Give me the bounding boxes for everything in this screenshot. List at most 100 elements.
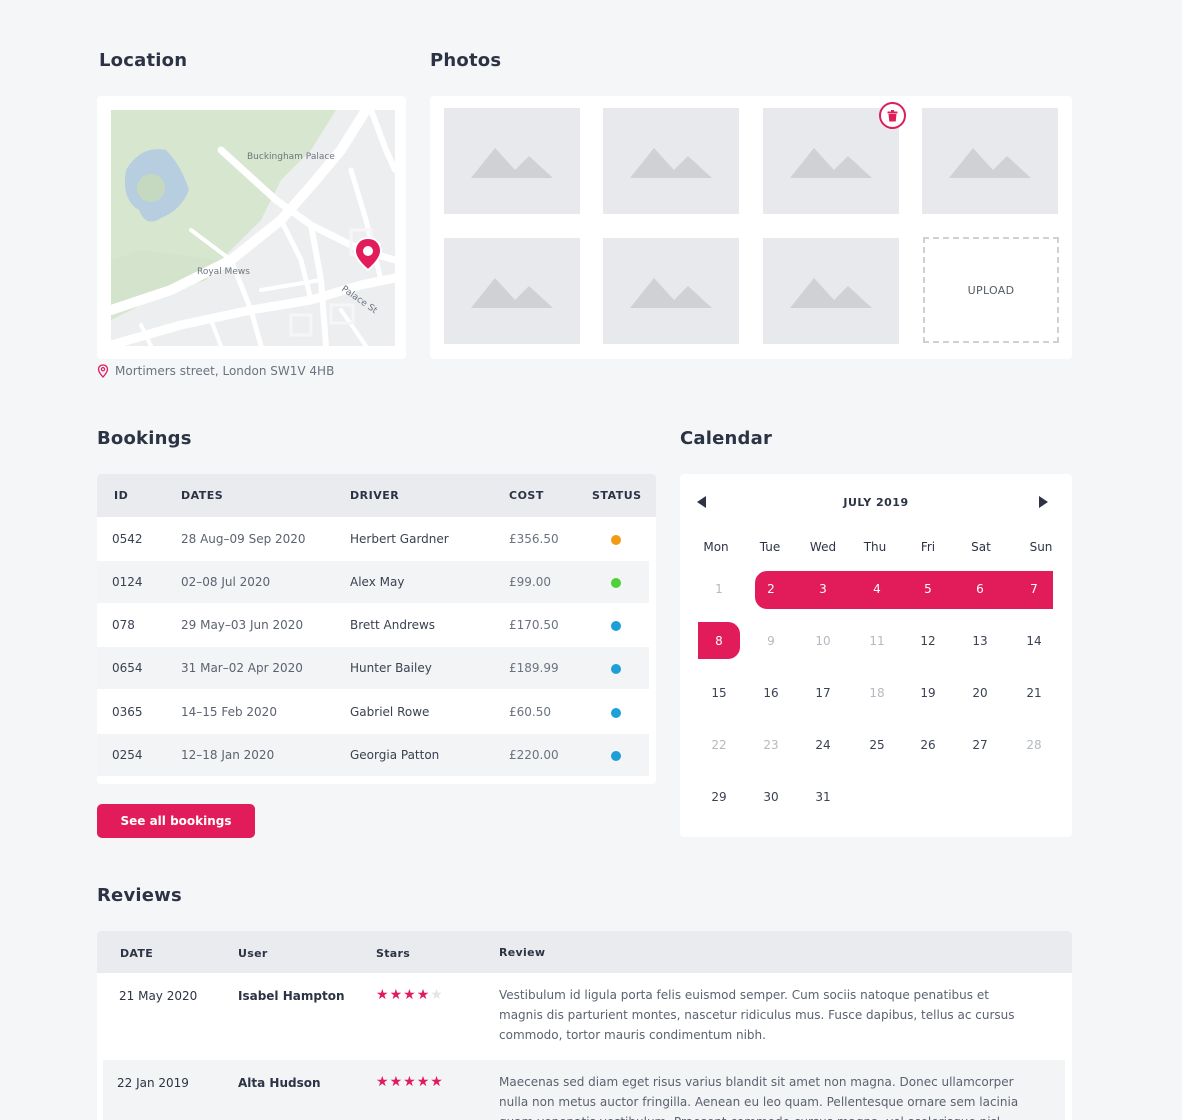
see-all-bookings-button[interactable]: See all bookings xyxy=(97,804,255,838)
col-status: STATUS xyxy=(592,489,642,502)
weekday-label: Tue xyxy=(759,540,781,554)
table-row[interactable]: 0124 02–08 Jul 2020 Alex May £99.00 xyxy=(97,561,649,603)
calendar-day[interactable]: 24 xyxy=(815,738,831,752)
calendar-day[interactable]: 10 xyxy=(815,634,831,648)
booking-dates: 12–18 Jan 2020 xyxy=(181,748,275,762)
status-dot xyxy=(611,578,621,588)
weekday-label: Thu xyxy=(863,540,887,554)
calendar-day[interactable]: 23 xyxy=(763,738,779,752)
calendar-day[interactable]: 27 xyxy=(972,738,988,752)
calendar-day[interactable]: 9 xyxy=(767,634,775,648)
star-empty-icon: ★ xyxy=(430,987,443,1003)
calendar-day[interactable]: 11 xyxy=(869,634,885,648)
status-dot xyxy=(611,708,621,718)
status-dot xyxy=(611,535,621,545)
calendar-day[interactable]: 12 xyxy=(920,634,936,648)
location-title: Location xyxy=(99,50,188,71)
calendar-day[interactable]: 4 xyxy=(873,582,881,596)
photo-thumbnail[interactable] xyxy=(603,238,739,344)
bookings-table-header: ID DATES DRIVER COST STATUS xyxy=(97,474,656,517)
calendar-day[interactable]: 7 xyxy=(1030,582,1038,596)
month-label: JULY 2019 xyxy=(843,496,909,509)
selected-range-end xyxy=(698,622,740,659)
photo-thumbnail[interactable] xyxy=(603,108,739,214)
booking-cost: £99.00 xyxy=(509,575,551,589)
calendar-day[interactable]: 19 xyxy=(920,686,936,700)
star-icon: ★ xyxy=(430,1074,443,1090)
booking-dates: 29 May–03 Jun 2020 xyxy=(181,618,304,632)
col-driver: DRIVER xyxy=(350,489,400,502)
calendar-day[interactable]: 17 xyxy=(815,686,831,700)
calendar-day[interactable]: 3 xyxy=(819,582,827,596)
calendar-day[interactable]: 15 xyxy=(711,686,727,700)
calendar-day[interactable]: 25 xyxy=(869,738,885,752)
calendar-day[interactable]: 20 xyxy=(972,686,988,700)
calendar-day[interactable]: 30 xyxy=(763,790,779,804)
calendar-title: Calendar xyxy=(680,428,773,449)
prev-month-button[interactable] xyxy=(695,494,709,510)
chevron-left-icon xyxy=(697,496,706,508)
photo-thumbnail[interactable] xyxy=(444,238,580,344)
calendar-day[interactable]: 28 xyxy=(1026,738,1042,752)
review-text: Vestibulum id ligula porta felis euismod… xyxy=(499,988,1015,1042)
upload-label: UPLOAD xyxy=(967,283,1015,297)
next-month-button[interactable] xyxy=(1036,494,1050,510)
table-row[interactable]: 0654 31 Mar–02 Apr 2020 Hunter Bailey £1… xyxy=(97,647,649,689)
col-stars: Stars xyxy=(376,947,411,960)
booking-cost: £189.99 xyxy=(509,661,559,675)
calendar-day[interactable]: 18 xyxy=(869,686,885,700)
calendar-day[interactable]: 14 xyxy=(1026,634,1042,648)
calendar-day[interactable]: 21 xyxy=(1026,686,1042,700)
map[interactable]: Buckingham Palace Royal Mews Palace St xyxy=(111,110,395,346)
image-placeholder-icon xyxy=(471,278,553,308)
review-user: Alta Hudson xyxy=(238,1076,321,1090)
calendar-day[interactable]: 6 xyxy=(976,582,984,596)
map-pin-icon[interactable] xyxy=(353,236,383,272)
calendar-day[interactable]: 22 xyxy=(711,738,727,752)
calendar-day[interactable]: 5 xyxy=(924,582,932,596)
star-icon: ★ xyxy=(416,987,430,1003)
table-row[interactable]: 078 29 May–03 Jun 2020 Brett Andrews £17… xyxy=(97,604,649,646)
calendar-day[interactable]: 26 xyxy=(920,738,936,752)
booking-driver: Alex May xyxy=(350,575,405,589)
booking-id: 0254 xyxy=(112,748,143,762)
star-rating: ★ ★ ★ ★ ★ xyxy=(376,988,443,1002)
star-icon: ★ xyxy=(389,987,403,1003)
delete-photo-button[interactable] xyxy=(879,102,906,129)
trash-icon xyxy=(887,109,898,121)
weekday-label: Fri xyxy=(920,540,936,554)
image-placeholder-icon xyxy=(630,278,712,308)
image-placeholder-icon xyxy=(630,148,712,178)
booking-cost: £60.50 xyxy=(509,705,551,719)
table-row[interactable]: 0542 28 Aug–09 Sep 2020 Herbert Gardner … xyxy=(97,518,649,560)
address-text: Mortimers street, London SW1V 4HB xyxy=(115,364,335,378)
col-user: User xyxy=(238,947,268,960)
booking-cost: £356.50 xyxy=(509,532,559,546)
bookings-title: Bookings xyxy=(97,428,192,449)
table-row[interactable]: 22 Jan 2019 Alta Hudson ★ ★ ★ ★ ★ Maecen… xyxy=(103,1060,1065,1120)
calendar-day[interactable]: 31 xyxy=(815,790,831,804)
photo-thumbnail[interactable] xyxy=(763,238,899,344)
calendar-day[interactable]: 16 xyxy=(763,686,779,700)
bookings-table: ID DATES DRIVER COST STATUS 0542 28 Aug–… xyxy=(97,474,656,784)
image-placeholder-icon xyxy=(790,278,872,308)
calendar-day[interactable]: 13 xyxy=(972,634,988,648)
table-row[interactable]: 0365 14–15 Feb 2020 Gabriel Rowe £60.50 xyxy=(97,691,649,733)
booking-dates: 02–08 Jul 2020 xyxy=(181,575,271,589)
col-date: DATE xyxy=(120,947,154,960)
calendar-day[interactable]: 1 xyxy=(715,582,723,596)
calendar-day[interactable]: 2 xyxy=(767,582,775,596)
weekday-label: Sun xyxy=(1029,540,1053,554)
photo-thumbnail[interactable] xyxy=(763,108,899,214)
calendar-day[interactable]: 29 xyxy=(711,790,727,804)
upload-button[interactable]: UPLOAD xyxy=(923,237,1059,343)
booking-id: 0365 xyxy=(112,705,143,719)
table-row[interactable]: 0254 12–18 Jan 2020 Georgia Patton £220.… xyxy=(97,734,649,776)
image-placeholder-icon xyxy=(471,148,553,178)
calendar-day[interactable]: 8 xyxy=(715,634,723,648)
photo-thumbnail[interactable] xyxy=(444,108,580,214)
review-text: Maecenas sed diam eget risus varius blan… xyxy=(499,1075,1019,1120)
photo-thumbnail[interactable] xyxy=(922,108,1058,214)
table-row[interactable]: 21 May 2020 Isabel Hampton ★ ★ ★ ★ ★ Ves… xyxy=(103,973,1065,1059)
weekday-label: Mon xyxy=(703,540,729,554)
